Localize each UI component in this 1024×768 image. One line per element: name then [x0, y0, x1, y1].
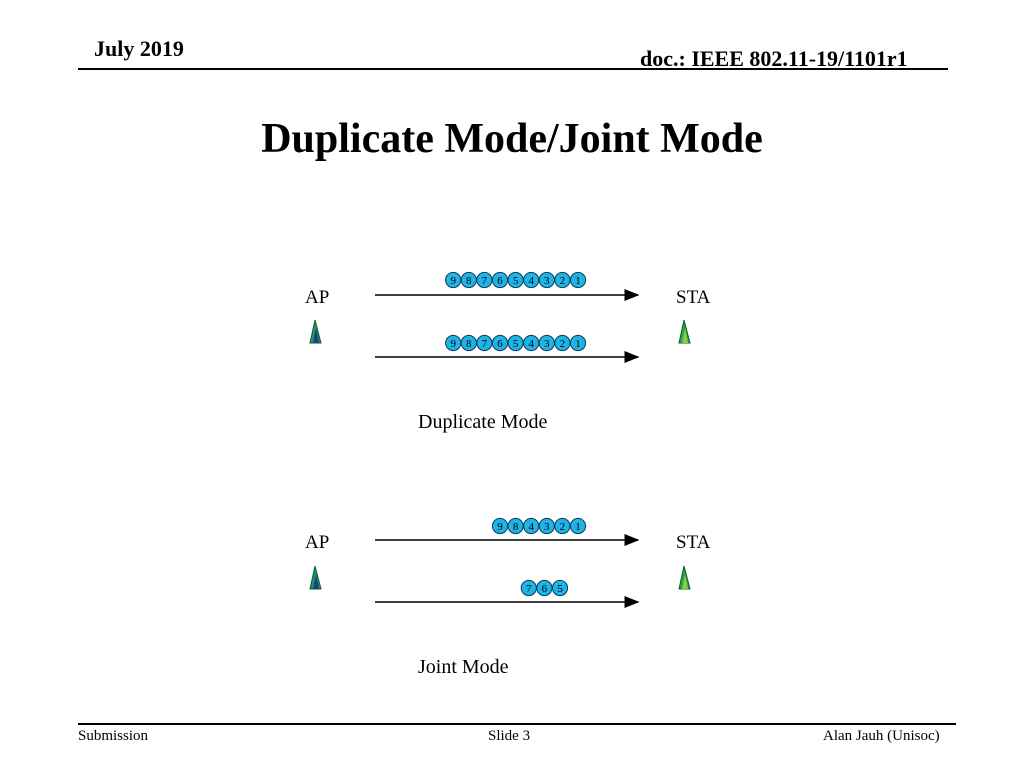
- sta-label-joint: STA: [676, 532, 711, 553]
- sta-label-duplicate: STA: [676, 287, 711, 308]
- packet-circle: [569, 517, 587, 535]
- ap-antenna-icon: [309, 319, 322, 344]
- packet-number: 8: [466, 338, 472, 350]
- packet-number: 1: [575, 521, 581, 533]
- slide-title: Duplicate Mode/Joint Mode: [261, 116, 763, 162]
- caption-duplicate-mode: Duplicate Mode: [418, 411, 548, 433]
- ap-antenna-icon: [309, 565, 322, 590]
- header-doc-id: doc.: IEEE 802.11-19/1101r1: [640, 46, 908, 71]
- sta-antenna-icon: [678, 319, 691, 344]
- packet-circle: [551, 579, 569, 597]
- packet-number: 4: [528, 275, 534, 287]
- packet-number: 4: [528, 521, 534, 533]
- packet-number: 4: [528, 338, 534, 350]
- caption-joint-mode: Joint Mode: [418, 656, 509, 678]
- packet-number: 7: [526, 583, 532, 595]
- packet-number: 3: [544, 521, 550, 533]
- packet-number: 9: [450, 338, 456, 350]
- packet-number: 2: [560, 338, 566, 350]
- packet-number: 9: [497, 521, 503, 533]
- packet-number: 2: [560, 275, 566, 287]
- ap-label-duplicate: AP: [305, 287, 330, 308]
- packet-number: 7: [482, 338, 488, 350]
- packet-number: 5: [513, 338, 519, 350]
- footer-slide-number: Slide 3: [488, 728, 531, 744]
- ap-label-joint: AP: [305, 532, 330, 553]
- packet-number: 6: [542, 583, 548, 595]
- sta-antenna-icon: [678, 565, 691, 590]
- packet-circle: [569, 271, 587, 289]
- packet-number: 9: [450, 275, 456, 287]
- footer-submission: Submission: [78, 728, 149, 744]
- footer-divider: [78, 723, 956, 725]
- packet-number: 6: [497, 275, 503, 287]
- packet-number: 5: [513, 275, 519, 287]
- packet-number: 6: [497, 338, 503, 350]
- packet-number: 1: [575, 338, 581, 350]
- header-date: July 2019: [94, 36, 184, 61]
- packet-number: 5: [557, 583, 563, 595]
- packet-number: 3: [544, 275, 550, 287]
- footer-author: Alan Jauh (Unisoc): [823, 728, 940, 744]
- packet-number: 2: [560, 521, 566, 533]
- packet-number: 8: [513, 521, 519, 533]
- packet-number: 3: [544, 338, 550, 350]
- packet-number: 7: [482, 275, 488, 287]
- packet-number: 8: [466, 275, 472, 287]
- packet-circle: [569, 334, 587, 352]
- packet-number: 1: [575, 275, 581, 287]
- header-divider: [78, 68, 948, 70]
